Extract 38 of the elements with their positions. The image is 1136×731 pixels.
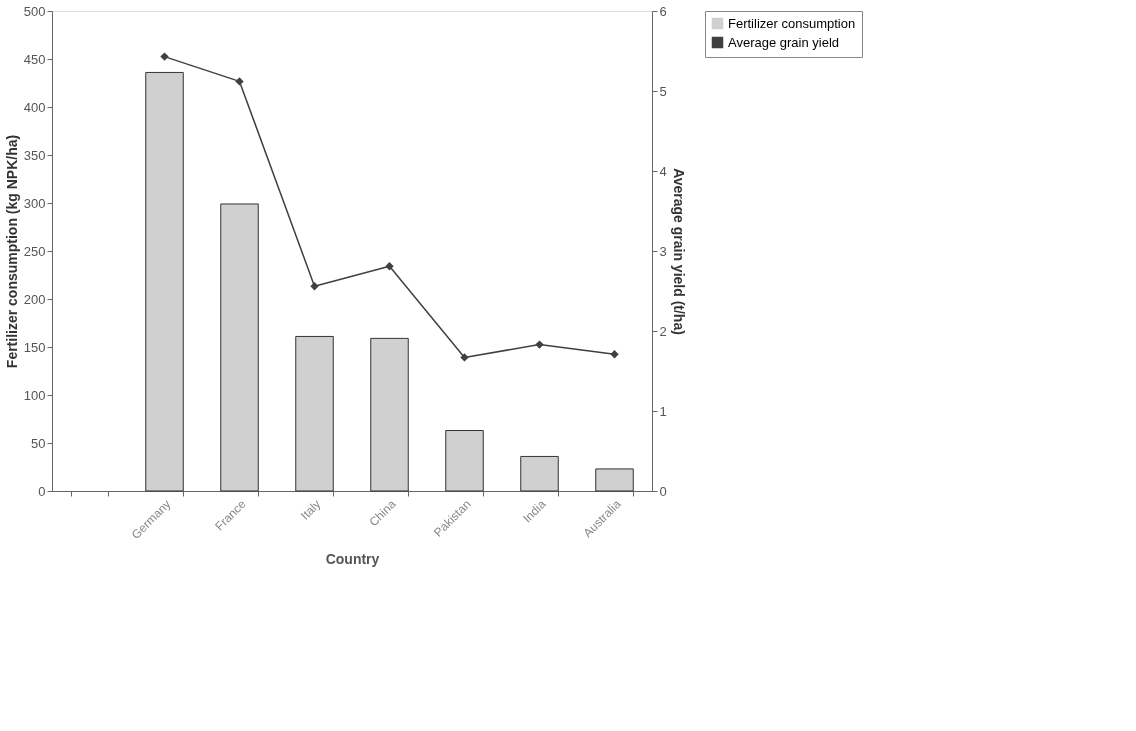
bar [595, 468, 634, 492]
y-tick-label: 250 [23, 243, 46, 259]
y2-axis-title: Average grain yield (t/ha) [670, 168, 687, 335]
y-tick-label: 450 [23, 51, 46, 67]
point [160, 52, 169, 61]
y-tick-label: 200 [23, 291, 46, 307]
y2-tick-label: 3 [659, 243, 667, 259]
y-tick-label: 300 [23, 195, 46, 211]
point [610, 350, 619, 359]
y-tick-label: 500 [23, 3, 46, 19]
point [385, 262, 394, 271]
bar [520, 455, 559, 492]
bar [445, 430, 484, 492]
y2-tick-label: 4 [659, 163, 667, 179]
bar [370, 337, 409, 492]
x-axis-title: Country [325, 551, 380, 568]
bar [295, 335, 334, 492]
point [535, 340, 544, 349]
y-tick-label: 100 [23, 387, 46, 403]
y2-tick-label: 6 [659, 3, 667, 19]
bar [145, 71, 184, 492]
y2-tick-label: 2 [659, 323, 667, 339]
y-tick-label: 400 [23, 99, 46, 115]
y2-tick-label: 0 [659, 483, 667, 499]
y-tick-label: 50 [31, 435, 46, 451]
point [310, 282, 319, 291]
legend-label: Fertilizer consumption [728, 15, 856, 31]
legend-label: Average grain yield [728, 34, 840, 50]
y-tick-label: 150 [23, 339, 46, 355]
y2-tick-label: 1 [659, 403, 667, 419]
x-tick-label: Italy [298, 497, 324, 523]
point [235, 77, 244, 86]
y2-tick-label: 5 [659, 83, 667, 99]
y-tick-label: 350 [23, 147, 46, 163]
point [460, 353, 469, 362]
y-tick-label: 0 [38, 483, 46, 499]
y-axis-title: Fertilizer consumption (kg NPK/ha) [3, 134, 20, 369]
bar [220, 203, 259, 492]
